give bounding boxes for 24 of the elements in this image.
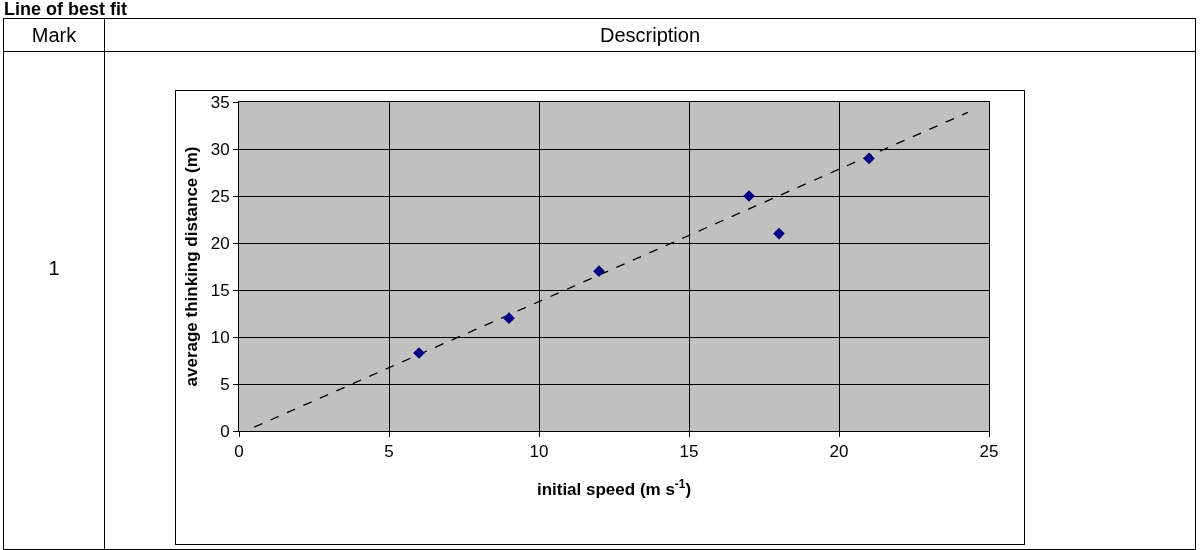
x-tick-label: 10 [529, 442, 549, 462]
y-tick-label: 5 [220, 374, 230, 394]
point [503, 312, 515, 325]
x-tick-label: 15 [679, 442, 699, 462]
x-tick-label: 0 [234, 442, 244, 462]
point [773, 227, 785, 240]
text: 1 [3, 51, 105, 550]
x-tick-label: 5 [384, 442, 394, 462]
y-tick-label: 10 [210, 327, 230, 347]
text: Line of best fit [4, 0, 127, 19]
x-axis-title: initial speed (m s$^{-1}$) [536, 476, 692, 499]
y-axis-title: average thinking distance (m) [182, 146, 202, 387]
x-tick-label: 25 [979, 442, 999, 462]
point [593, 265, 605, 278]
y-tick-label: 0 [220, 421, 230, 441]
y-tick-label: 30 [210, 139, 230, 159]
y-tick-label: 25 [210, 186, 230, 206]
point [863, 152, 875, 165]
y-tick-label: 20 [210, 233, 230, 253]
x-tick-label: 20 [829, 442, 849, 462]
y-tick-label: 15 [210, 280, 230, 300]
y-tick-label: 35 [210, 92, 230, 112]
text: Description [104, 18, 1196, 52]
text: Mark [3, 18, 105, 52]
